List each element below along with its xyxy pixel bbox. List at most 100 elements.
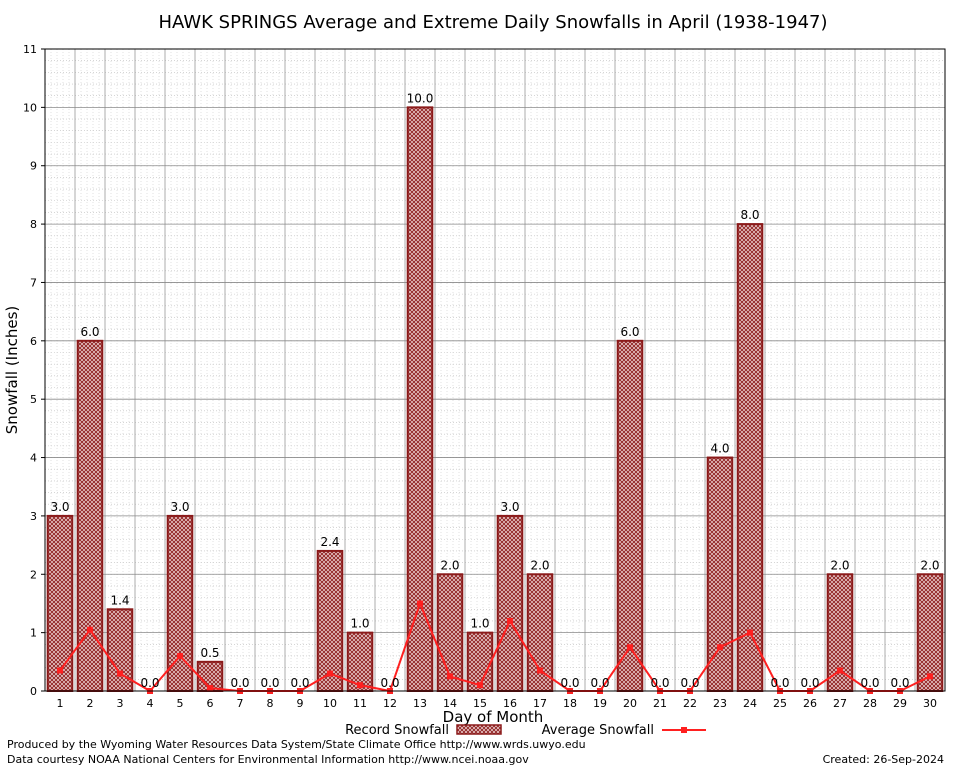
bar-value-label: 0.0 — [890, 676, 909, 690]
x-tick-label: 26 — [803, 697, 817, 710]
legend-record-swatch — [456, 724, 502, 735]
bar-value-label: 2.0 — [440, 558, 459, 572]
average-point-23 — [717, 644, 723, 651]
bar-value-label: 0.0 — [260, 676, 279, 690]
average-point-27 — [837, 667, 843, 674]
x-tick-label: 18 — [563, 697, 577, 710]
x-tick-label: 1 — [57, 697, 64, 710]
x-tick-label: 17 — [533, 697, 547, 710]
record-bar-10 — [316, 549, 344, 692]
x-tick-label: 11 — [353, 697, 367, 710]
x-tick-label: 4 — [147, 697, 154, 710]
bar-value-label: 0.0 — [800, 676, 819, 690]
x-tick-label: 6 — [207, 697, 214, 710]
bar-value-label: 1.4 — [110, 593, 129, 607]
labels-layer: 3.0 6.0 1.4 0.0 3.0 0.5 0.0 0.0 0.0 2.4 1.0 0.0 10.0… — [50, 91, 939, 690]
y-tick-label: 8 — [30, 218, 37, 231]
record-bar-2 — [76, 339, 104, 692]
average-point-20 — [627, 644, 633, 651]
chart-title: HAWK SPRINGS Average and Extreme Daily S… — [158, 12, 827, 33]
record-bar-16 — [496, 514, 524, 693]
bar-value-label: 6.0 — [80, 325, 99, 339]
y-tick-label: 0 — [30, 685, 37, 698]
average-point-24 — [747, 629, 753, 636]
x-tick-label: 20 — [623, 697, 637, 710]
footer-credit-line2: Data courtesy NOAA National Centers for … — [7, 753, 529, 766]
average-point-15 — [477, 682, 483, 689]
x-tick-label: 7 — [237, 697, 244, 710]
bar-value-label: 6.0 — [620, 325, 639, 339]
bar-value-label: 0.0 — [230, 676, 249, 690]
average-point-2 — [87, 626, 93, 633]
average-point-11 — [357, 682, 363, 689]
bar-value-label: 0.0 — [770, 676, 789, 690]
bar-value-label: 3.0 — [170, 500, 189, 514]
record-bar-30 — [916, 573, 944, 692]
x-tick-label: 25 — [773, 697, 787, 710]
bar-value-label: 4.0 — [710, 442, 729, 456]
bar-value-label: 0.0 — [650, 676, 669, 690]
x-axis-label: Day of Month — [443, 708, 544, 726]
bar-value-label: 2.4 — [320, 535, 339, 549]
average-point-5 — [177, 652, 183, 659]
x-tick-label: 24 — [743, 697, 757, 710]
bar-value-label: 3.0 — [500, 500, 519, 514]
average-point-10 — [327, 670, 333, 677]
x-tick-label: 28 — [863, 697, 877, 710]
bar-value-label: 2.0 — [920, 558, 939, 572]
x-tick-label: 29 — [893, 697, 907, 710]
average-point-16 — [507, 617, 513, 624]
plot-frame — [44, 48, 946, 692]
bar-value-label: 1.0 — [350, 617, 369, 631]
y-axis-label: Snowfall (Inches) — [3, 306, 21, 434]
average-point-3 — [117, 670, 123, 677]
record-bar-20 — [616, 339, 644, 692]
average-point-6 — [207, 685, 213, 692]
x-tick-label: 27 — [833, 697, 847, 710]
bar-value-label: 3.0 — [50, 500, 69, 514]
x-tick-label: 2 — [87, 697, 94, 710]
record-bar-1 — [46, 514, 74, 693]
footer-credit-line1: Produced by the Wyoming Water Resources … — [7, 738, 586, 751]
x-tick-label: 10 — [323, 697, 337, 710]
bar-value-label: 8.0 — [740, 208, 759, 222]
average-point-17 — [537, 667, 543, 674]
average-point-1 — [57, 667, 63, 674]
y-tick-label: 7 — [30, 276, 37, 289]
legend-average-marker — [681, 727, 687, 733]
x-tick-label: 30 — [923, 697, 937, 710]
record-bar-13 — [406, 106, 434, 692]
x-tick-label: 9 — [297, 697, 304, 710]
legend: Record Snowfall Average Snowfall — [345, 723, 706, 738]
y-tick-label: 10 — [23, 101, 37, 114]
x-tick-label: 8 — [267, 697, 274, 710]
y-tick-label: 5 — [30, 393, 37, 406]
y-tick-label: 4 — [30, 452, 37, 465]
x-tick-label: 19 — [593, 697, 607, 710]
bar-value-label: 10.0 — [407, 91, 434, 105]
bar-value-label: 0.0 — [380, 676, 399, 690]
average-point-30 — [927, 673, 933, 680]
x-tick-label: 23 — [713, 697, 727, 710]
bar-value-label: 0.0 — [560, 676, 579, 690]
bar-value-label: 0.0 — [590, 676, 609, 690]
bar-value-label: 2.0 — [530, 558, 549, 572]
average-point-13 — [417, 600, 423, 607]
legend-average-label: Average Snowfall — [542, 723, 654, 738]
bar-value-label: 0.0 — [860, 676, 879, 690]
legend-record-label: Record Snowfall — [345, 723, 449, 738]
bar-value-label: 1.0 — [470, 617, 489, 631]
x-tick-label: 15 — [473, 697, 487, 710]
y-tick-label: 2 — [30, 568, 37, 581]
x-tick-label: 14 — [443, 697, 457, 710]
x-tick-label: 21 — [653, 697, 667, 710]
x-tick-label: 13 — [413, 697, 427, 710]
bar-value-label: 2.0 — [830, 558, 849, 572]
x-tick-label: 22 — [683, 697, 697, 710]
bar-value-label: 0.0 — [140, 676, 159, 690]
y-tick-label: 9 — [30, 160, 37, 173]
bar-value-label: 0.5 — [200, 646, 219, 660]
